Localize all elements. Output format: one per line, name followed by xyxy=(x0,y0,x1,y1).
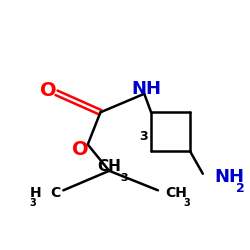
Text: H: H xyxy=(29,186,41,200)
Text: CH: CH xyxy=(166,186,188,200)
Text: 3: 3 xyxy=(140,130,148,143)
Text: 3: 3 xyxy=(120,173,128,183)
Text: 3: 3 xyxy=(183,198,190,208)
Text: NH: NH xyxy=(131,80,161,98)
Text: CH: CH xyxy=(97,160,121,174)
Text: C: C xyxy=(51,186,61,200)
Text: O: O xyxy=(72,140,88,159)
Text: O: O xyxy=(40,82,57,100)
Text: NH: NH xyxy=(214,168,244,186)
Text: 3: 3 xyxy=(29,198,36,208)
Text: 2: 2 xyxy=(236,182,245,194)
